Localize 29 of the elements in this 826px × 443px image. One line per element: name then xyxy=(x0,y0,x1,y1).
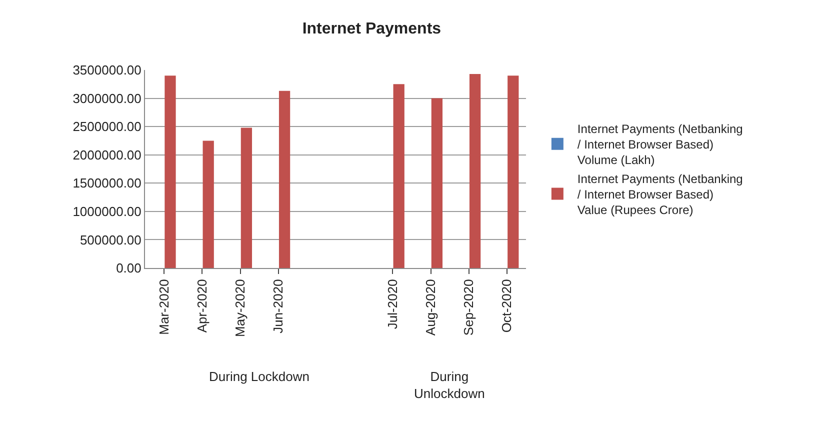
text: During Unlockdown xyxy=(414,369,485,401)
x-tick-label: Aug-2020 xyxy=(422,279,438,336)
x-tick-label: May-2020 xyxy=(232,279,248,338)
x-tick-label: Mar-2020 xyxy=(156,279,172,335)
legend-label: Internet Payments (Netbanking / Internet Browser Based) Value (Rupees Crore) xyxy=(577,172,743,217)
bar xyxy=(164,76,176,268)
bar xyxy=(431,98,443,268)
chart-title: Internet Payments xyxy=(302,20,442,38)
bar xyxy=(393,84,404,268)
y-tick-label: 500000.00 xyxy=(80,232,142,248)
legend-label: Internet Payments (Netbanking / Internet Browser Based) Volume (Lakh) xyxy=(577,122,743,168)
bar xyxy=(240,128,252,268)
y-tick-label: 2000000.00 xyxy=(72,147,142,162)
y-tick-label: 0.00 xyxy=(116,260,142,276)
bar xyxy=(278,90,290,268)
y-tick-label: 2500000.00 xyxy=(72,119,142,134)
y-tick-label: 3500000.00 xyxy=(72,62,142,78)
y-tick-label: 1000000.00 xyxy=(72,204,142,219)
y-tick-label: 1500000.00 xyxy=(72,176,142,191)
y-tick-label: 3000000.00 xyxy=(72,90,142,106)
bar xyxy=(202,140,214,268)
x-tick-label: Sep-2020 xyxy=(461,279,476,336)
bar xyxy=(469,74,481,268)
text: During Lockdown xyxy=(209,369,310,384)
x-tick-label: Apr-2020 xyxy=(194,279,210,333)
bar xyxy=(508,76,519,268)
x-tick-label: Jun-2020 xyxy=(270,279,286,334)
x-tick-label: Oct-2020 xyxy=(499,279,514,333)
x-tick-label: Jul-2020 xyxy=(384,279,400,330)
